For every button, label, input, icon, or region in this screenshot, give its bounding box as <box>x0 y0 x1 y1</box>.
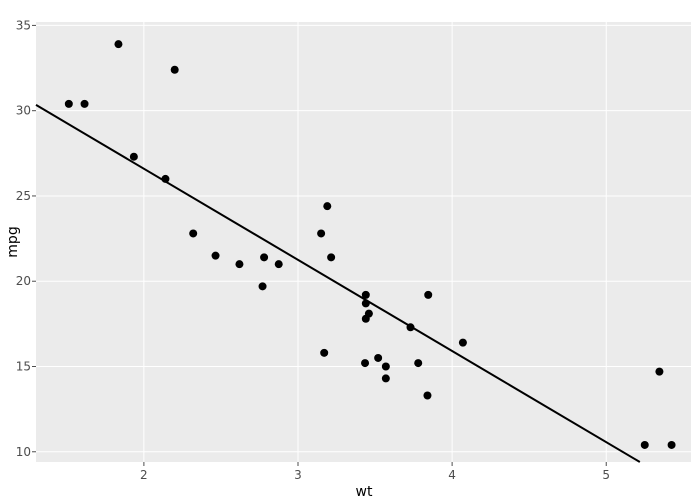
data-point[interactable] <box>189 229 198 238</box>
y-axis-ticks: 10 15 20 25 30 35 <box>16 18 36 459</box>
data-point[interactable] <box>211 251 220 260</box>
data-point[interactable] <box>64 99 73 108</box>
data-point[interactable] <box>364 309 373 318</box>
data-point[interactable] <box>170 65 179 74</box>
x-tick-label: 2 <box>140 468 148 482</box>
data-point[interactable] <box>458 338 467 347</box>
x-axis-ticks: 2 3 4 5 <box>140 462 610 482</box>
data-point[interactable] <box>114 40 123 49</box>
x-tick-label: 5 <box>602 468 610 482</box>
data-point[interactable] <box>327 253 336 262</box>
data-point[interactable] <box>381 362 390 371</box>
y-axis-title: mpg <box>5 226 21 257</box>
data-point[interactable] <box>323 202 332 211</box>
x-tick-label: 4 <box>448 468 456 482</box>
data-point[interactable] <box>317 229 326 238</box>
data-point[interactable] <box>423 391 432 400</box>
data-point[interactable] <box>274 260 283 269</box>
data-point[interactable] <box>374 353 383 362</box>
data-point[interactable] <box>235 260 244 269</box>
plot-panel <box>36 22 691 462</box>
x-tick-label: 3 <box>294 468 302 482</box>
data-points <box>64 40 676 449</box>
y-tick-label: 10 <box>16 445 31 459</box>
data-point[interactable] <box>406 323 415 332</box>
fit-line-group <box>35 104 641 463</box>
data-point[interactable] <box>80 99 89 108</box>
y-tick-label: 20 <box>16 274 31 288</box>
y-tick-label: 25 <box>16 189 31 203</box>
data-point[interactable] <box>161 174 170 183</box>
data-point[interactable] <box>320 348 329 357</box>
data-point[interactable] <box>381 374 390 383</box>
data-point[interactable] <box>424 290 433 299</box>
data-point[interactable] <box>258 282 267 291</box>
data-point[interactable] <box>361 290 370 299</box>
y-tick-label: 35 <box>16 18 31 32</box>
x-axis-title: wt <box>356 484 373 500</box>
data-point[interactable] <box>640 440 649 449</box>
data-point[interactable] <box>361 359 370 368</box>
data-point[interactable] <box>655 367 664 376</box>
data-point[interactable] <box>667 440 676 449</box>
y-tick-label: 30 <box>16 104 31 118</box>
regression-line <box>35 104 641 463</box>
data-point[interactable] <box>129 152 138 161</box>
data-point[interactable] <box>361 299 370 308</box>
y-tick-label: 15 <box>16 359 31 373</box>
data-point[interactable] <box>414 359 423 368</box>
data-point[interactable] <box>260 253 269 262</box>
